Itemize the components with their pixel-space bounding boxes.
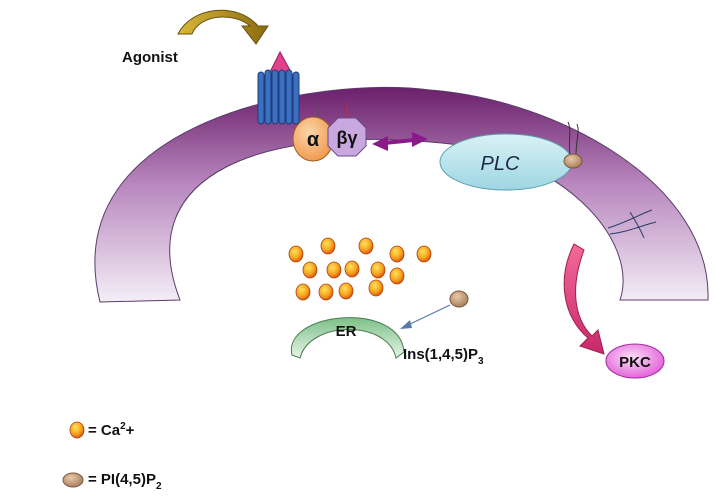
pkc-activation-arrow bbox=[563, 243, 605, 355]
agonist-arrow bbox=[177, 9, 269, 45]
calcium-ion bbox=[320, 237, 336, 255]
calcium-ion bbox=[295, 283, 311, 301]
ip3-molecule bbox=[449, 290, 469, 308]
calcium-ion bbox=[368, 279, 384, 297]
er-label: ER bbox=[336, 323, 357, 340]
calcium-ion bbox=[326, 261, 342, 279]
ip3-arrow bbox=[400, 304, 451, 329]
legend-pip2-text: = PI(4,5)P2 bbox=[88, 471, 162, 492]
plc-label: PLC bbox=[481, 153, 520, 175]
calcium-ion bbox=[370, 261, 386, 279]
legend-calcium-text: = Ca2+ bbox=[88, 421, 135, 439]
endoplasmic-reticulum bbox=[291, 317, 405, 359]
calcium-ion bbox=[389, 245, 405, 263]
gpcr-receptor bbox=[257, 69, 300, 125]
agonist-ligand bbox=[269, 50, 292, 73]
calcium-ion bbox=[302, 261, 318, 279]
g-betagamma-subunit bbox=[327, 117, 367, 157]
pkc-enzyme bbox=[605, 343, 665, 379]
legend-calcium-symbol bbox=[69, 421, 85, 439]
calcium-ion bbox=[344, 260, 360, 278]
calcium-ion bbox=[338, 282, 354, 300]
g-betagamma-label: βγ bbox=[337, 128, 358, 148]
calcium-ion bbox=[288, 245, 304, 263]
calcium-ion-cluster bbox=[288, 237, 432, 301]
activation-double-arrow bbox=[372, 132, 428, 151]
calcium-ion bbox=[358, 237, 374, 255]
ip3-label: Ins(1,4,5)P3 bbox=[403, 346, 484, 367]
g-alpha-label: α bbox=[307, 129, 320, 151]
membrane-lipid-tails bbox=[607, 209, 657, 239]
legend-pip2-symbol bbox=[62, 472, 84, 488]
membrane-pip2 bbox=[563, 121, 583, 169]
calcium-ion bbox=[389, 267, 405, 285]
legend: = Ca2+ = PI(4,5)P2 bbox=[62, 421, 162, 492]
calcium-ion bbox=[318, 283, 334, 301]
calcium-ion bbox=[416, 245, 432, 263]
agonist-label: Agonist bbox=[122, 49, 178, 66]
pkc-label: PKC bbox=[619, 354, 651, 371]
